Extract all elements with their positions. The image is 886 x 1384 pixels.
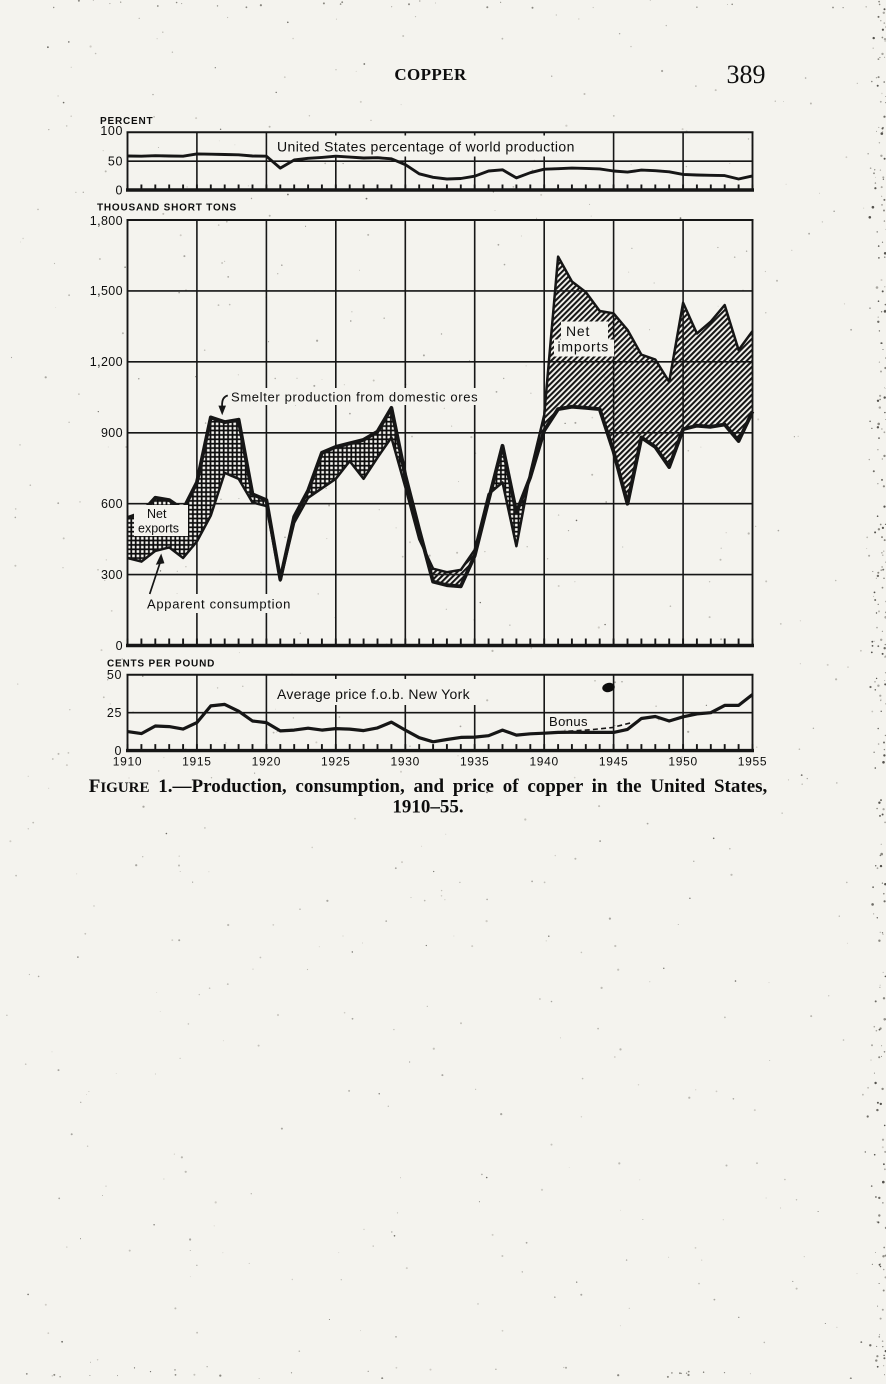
svg-text:50: 50 [107,668,122,682]
svg-text:1920: 1920 [252,755,282,769]
svg-text:exports: exports [138,522,179,536]
svg-text:900: 900 [101,426,123,440]
svg-text:0: 0 [116,639,123,653]
svg-text:1910–55.: 1910–55. [392,797,463,818]
svg-text:1955: 1955 [738,755,768,769]
svg-text:1915: 1915 [182,755,212,769]
svg-text:COPPER: COPPER [394,65,467,84]
svg-text:1,200: 1,200 [90,355,123,369]
svg-text:FIGURE 1.—Production, consumpt: FIGURE 1.—Production, consumption, and p… [89,776,768,797]
svg-text:Apparent consumption: Apparent consumption [147,597,291,612]
svg-text:United States percentage of wo: United States percentage of world produc… [277,139,575,155]
svg-text:25: 25 [107,706,122,720]
svg-text:100: 100 [100,124,123,138]
svg-text:1925: 1925 [321,755,351,769]
svg-text:Smelter production from domest: Smelter production from domestic ores [231,390,478,405]
svg-text:Net: Net [147,507,167,521]
svg-text:0: 0 [115,183,123,197]
svg-text:1,500: 1,500 [90,284,123,298]
svg-text:imports: imports [558,339,610,355]
svg-text:Average price f.o.b. New York: Average price f.o.b. New York [277,686,471,702]
svg-text:50: 50 [108,155,123,169]
svg-text:Net: Net [566,323,590,339]
svg-text:1940: 1940 [529,755,559,769]
svg-text:CENTS PER POUND: CENTS PER POUND [107,659,215,670]
svg-text:1,800: 1,800 [90,214,123,228]
svg-text:Bonus: Bonus [549,714,588,729]
svg-text:1945: 1945 [599,755,629,769]
svg-text:600: 600 [101,497,123,511]
svg-text:1930: 1930 [391,755,421,769]
svg-text:1910: 1910 [113,755,143,769]
svg-text:THOUSAND SHORT TONS: THOUSAND SHORT TONS [97,203,237,214]
svg-text:389: 389 [727,60,766,89]
svg-text:1950: 1950 [668,755,698,769]
svg-text:300: 300 [101,568,123,582]
svg-text:1935: 1935 [460,755,490,769]
